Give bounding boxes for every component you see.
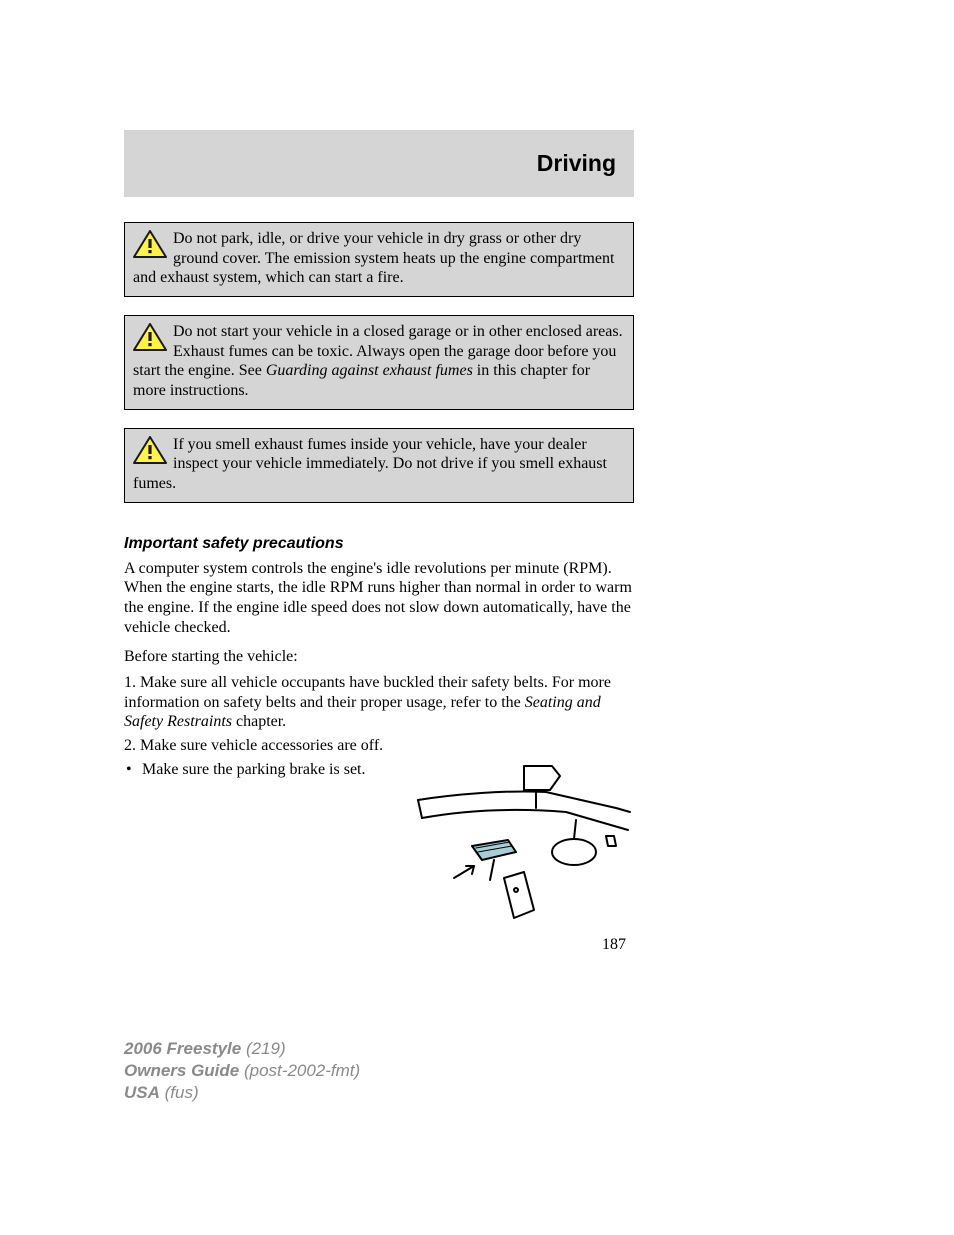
warning-icon bbox=[133, 323, 167, 351]
bullet-mark: • bbox=[124, 760, 142, 780]
numbered-item-2: 2. Make sure vehicle accessories are off… bbox=[124, 736, 634, 756]
pre-list-text: Before starting the vehicle: bbox=[124, 647, 634, 667]
numbered-item-1: 1. Make sure all vehicle occupants have … bbox=[124, 673, 634, 732]
footer-line-3: USA (fus) bbox=[124, 1082, 360, 1104]
footer-line-1: 2006 Freestyle (219) bbox=[124, 1038, 360, 1060]
page-content: Do not park, idle, or drive your vehicle… bbox=[124, 222, 634, 928]
bullet-text: Make sure the parking brake is set. bbox=[142, 760, 372, 780]
warning-text-1: Do not park, idle, or drive your vehicle… bbox=[133, 230, 614, 286]
section-heading: Important safety precautions bbox=[124, 535, 634, 553]
warning-box-3: If you smell exhaust fumes inside your v… bbox=[124, 428, 634, 503]
footer-model: 2006 Freestyle bbox=[124, 1039, 241, 1058]
warning-icon bbox=[133, 436, 167, 464]
warning-text-3: If you smell exhaust fumes inside your v… bbox=[133, 436, 607, 492]
footer-model-code: (219) bbox=[246, 1039, 286, 1058]
warning-icon bbox=[133, 230, 167, 258]
page-number: 187 bbox=[602, 936, 626, 954]
footer-market: USA bbox=[124, 1083, 160, 1102]
chapter-title: Driving bbox=[537, 150, 616, 177]
bullet-row: • Make sure the parking brake is set. bbox=[124, 760, 634, 928]
footer-market-code: (fus) bbox=[165, 1083, 199, 1102]
bullet-item: • Make sure the parking brake is set. bbox=[124, 760, 372, 780]
parking-brake-illustration bbox=[416, 760, 634, 928]
warning-box-2: Do not start your vehicle in a closed ga… bbox=[124, 315, 634, 410]
footer: 2006 Freestyle (219) Owners Guide (post-… bbox=[124, 1038, 360, 1103]
footer-line-2: Owners Guide (post-2002-fmt) bbox=[124, 1060, 360, 1082]
warning-box-1: Do not park, idle, or drive your vehicle… bbox=[124, 222, 634, 297]
footer-guide: Owners Guide bbox=[124, 1061, 239, 1080]
intro-paragraph: A computer system controls the engine's … bbox=[124, 559, 634, 638]
warning-text-2: Do not start your vehicle in a closed ga… bbox=[133, 323, 623, 399]
chapter-header: Driving bbox=[124, 130, 634, 197]
footer-guide-fmt: (post-2002-fmt) bbox=[244, 1061, 360, 1080]
